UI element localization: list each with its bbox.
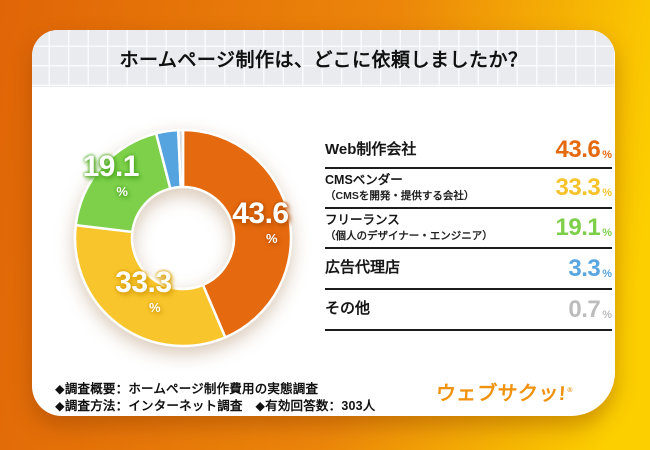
legend-value-unit: %	[602, 149, 612, 161]
legend-row: 広告代理店 3.3%	[325, 249, 612, 290]
legend-value-unit: %	[602, 308, 612, 321]
legend-row: CMSベンダー （CMSを開発・提供する会社） 33.3%	[325, 169, 612, 209]
registered-mark: ®	[567, 387, 574, 395]
legend-label: その他	[325, 300, 371, 318]
donut-slice-2	[74, 132, 172, 234]
legend-value-unit: %	[602, 267, 612, 280]
donut-slice-0	[181, 128, 293, 339]
legend-row: フリーランス （個人のデザイナー・エンジニア） 19.1%	[325, 209, 612, 249]
survey-note-line1: ◆調査概要：ホームページ制作費用の実態調査	[55, 382, 319, 396]
card-header: ホームページ制作は、どこに依頼しましたか？	[32, 30, 615, 87]
survey-note-line2: ◆調査方法：インターネット調査 ◆有効回答数：303人	[55, 399, 376, 413]
legend-value-number: 19.1	[555, 214, 601, 241]
brand-logo-text: ウェブサクッ!	[435, 383, 567, 405]
brand-logo: ウェブサクッ!®	[435, 377, 574, 406]
infographic-card: ホームページ制作は、どこに依頼しましたか？ 43.6% 33.3% 19.1% We…	[32, 30, 615, 416]
legend-value-number: 0.7	[568, 295, 601, 323]
legend-value-unit: %	[602, 187, 612, 199]
legend-value: 43.6%	[556, 136, 613, 164]
donut-svg	[73, 128, 293, 348]
legend-row: その他 0.7%	[325, 290, 612, 331]
legend-sublabel: （CMSを開発・提供する会社）	[325, 189, 475, 202]
legend-value-number: 3.3	[568, 254, 601, 282]
survey-notes: ◆調査概要：ホームページ制作費用の実態調査 ◆調査方法：インターネット調査 ◆有…	[55, 381, 375, 415]
legend-sublabel: （個人のデザイナー・エンジニア）	[325, 229, 493, 242]
legend-label: CMSベンダー	[325, 173, 403, 188]
legend-value: 0.7%	[568, 296, 612, 324]
donut-chart: 43.6% 33.3% 19.1%	[68, 123, 298, 353]
legend-list: Web制作会社 43.6% CMSベンダー （CMSを開発・提供する会社） 33.3% フ…	[325, 133, 612, 331]
legend-value: 3.3%	[568, 255, 612, 283]
legend-value: 33.3%	[556, 174, 613, 202]
legend-value-unit: %	[602, 227, 612, 239]
donut-slice-1	[73, 223, 227, 348]
legend-label: Web制作会社	[325, 140, 417, 158]
legend-row: Web制作会社 43.6%	[325, 133, 612, 169]
legend-label: 広告代理店	[325, 259, 401, 277]
donut-slice-4	[177, 128, 185, 189]
legend-value: 19.1%	[556, 214, 613, 242]
legend-value-number: 43.6	[555, 136, 601, 163]
legend-value-number: 33.3	[555, 174, 601, 201]
page-title: ホームページ制作は、どこに依頼しましたか？	[119, 50, 528, 71]
legend-label: フリーランス	[325, 213, 400, 228]
